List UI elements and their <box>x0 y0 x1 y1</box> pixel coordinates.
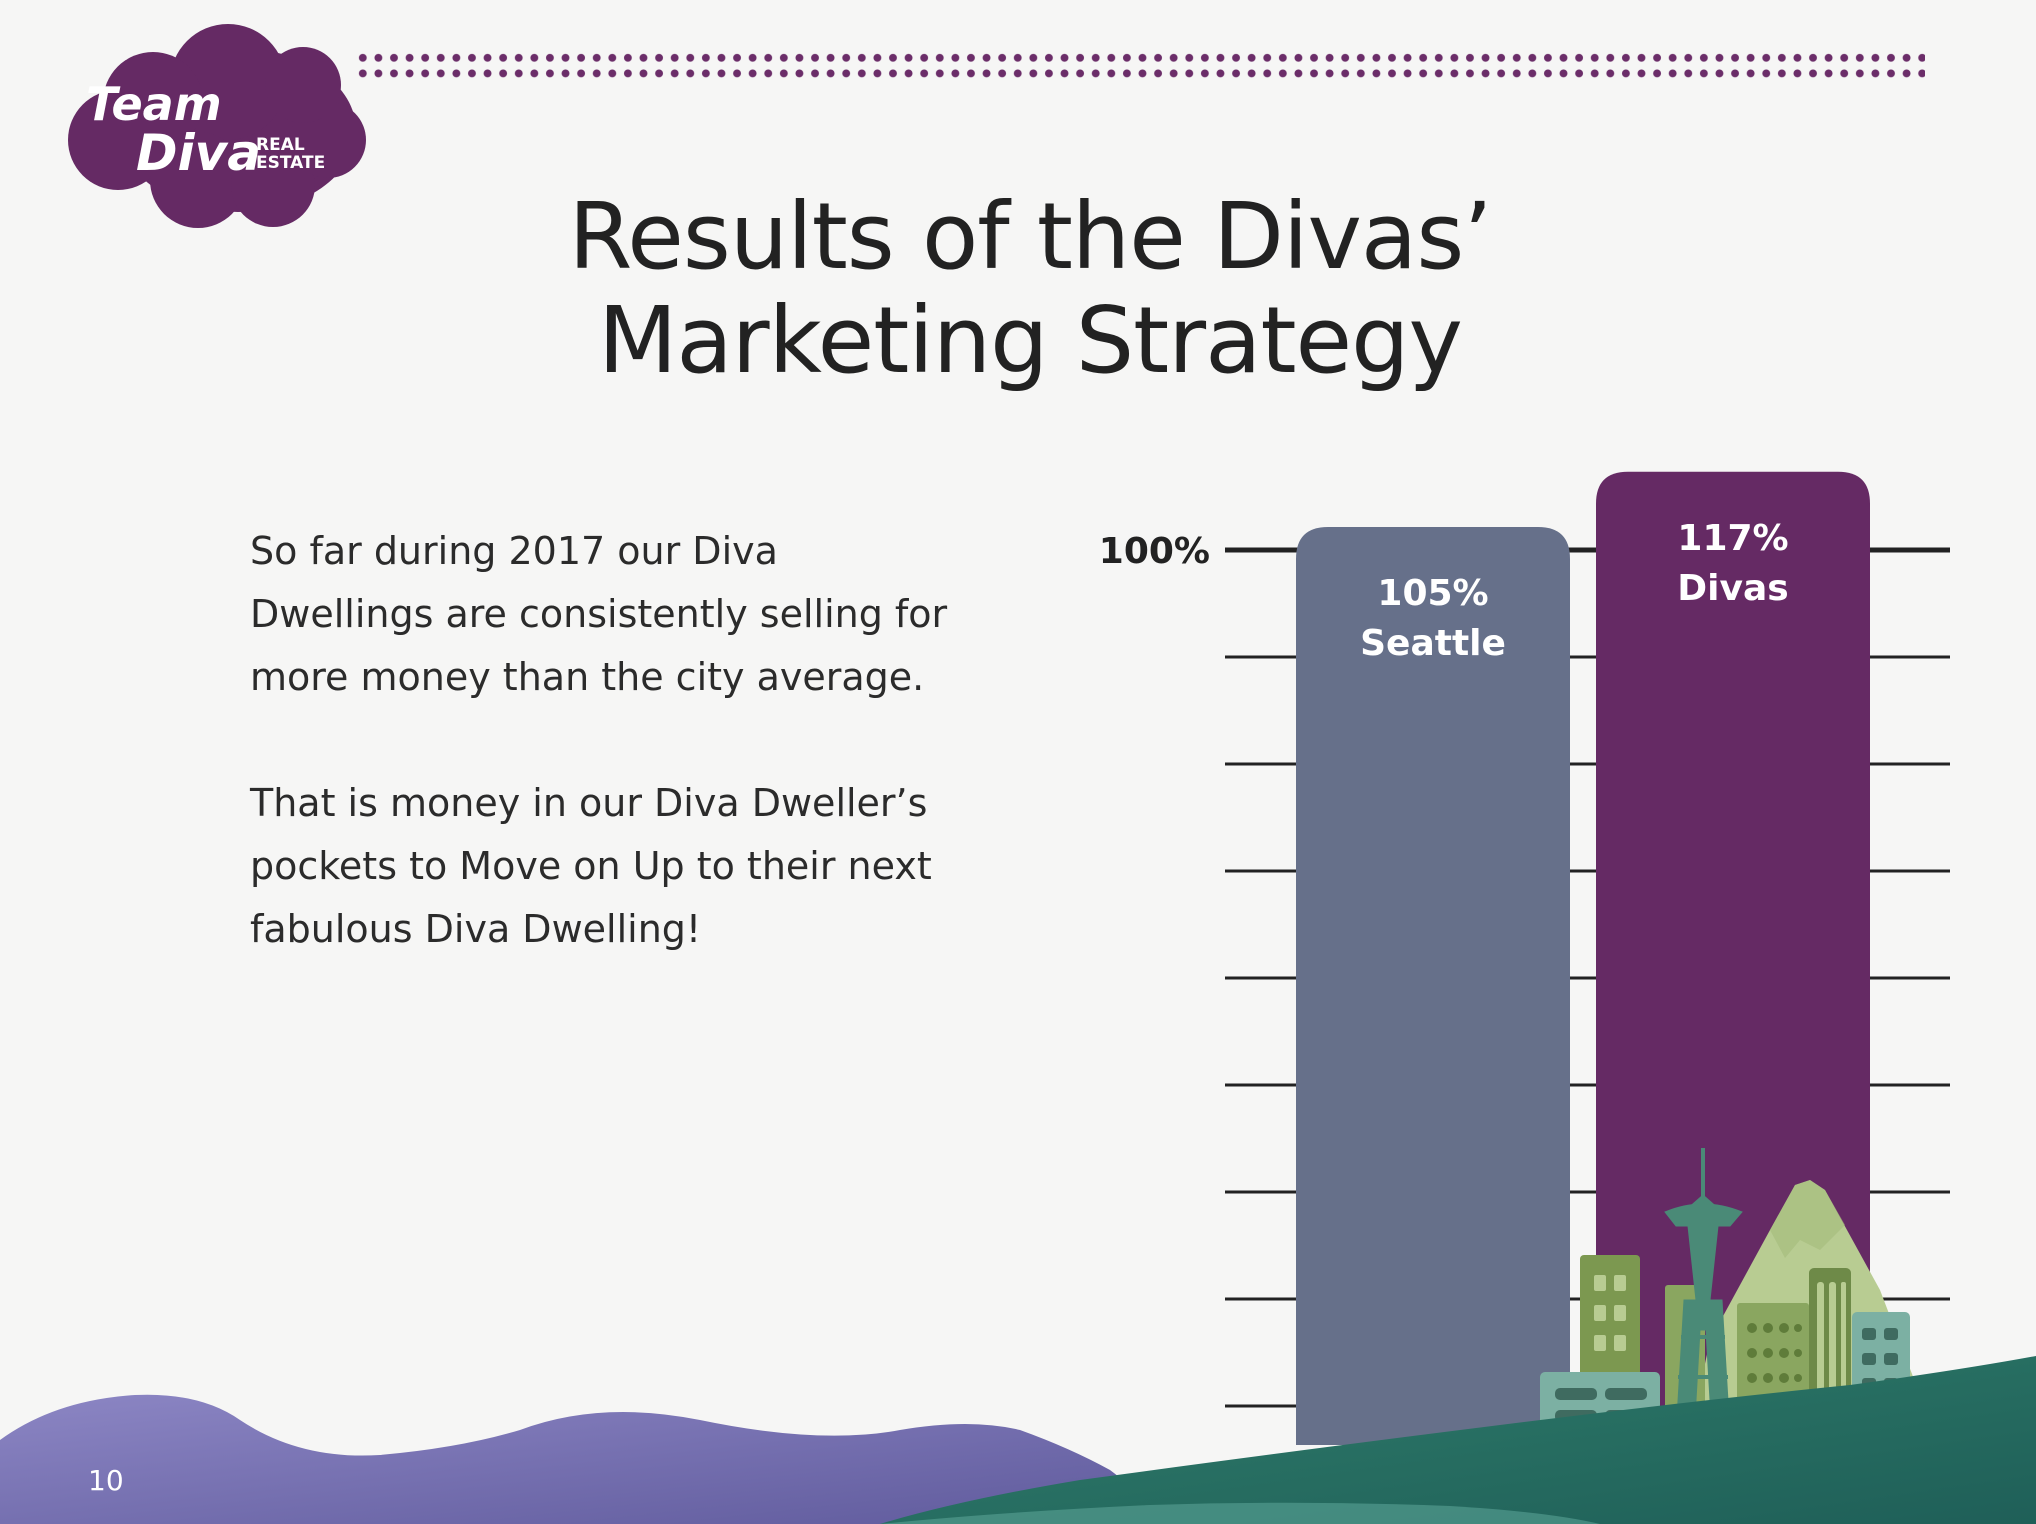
lavender-hill <box>0 1394 1160 1524</box>
logo-diva-text: Diva <box>136 124 261 182</box>
title-line-2: Marketing Strategy <box>598 287 1463 394</box>
bar-value-label: 105% <box>1377 573 1488 614</box>
logo-cloud: Team Diva REAL ESTATE <box>68 24 366 228</box>
team-diva-logo: Team Diva REAL ESTATE <box>48 20 368 235</box>
logo-real-text: REAL <box>256 135 305 155</box>
teal-hill <box>880 1356 2036 1524</box>
logo-estate-text: ESTATE <box>256 153 325 173</box>
bar-seattle <box>1296 527 1570 1445</box>
bar-category-label: Divas <box>1677 568 1788 609</box>
dotted-rule <box>355 50 1925 80</box>
teal-hill-highlight <box>880 1502 1600 1524</box>
bar-category-label: Seattle <box>1360 623 1506 664</box>
title-line-1: Results of the Divas’ <box>568 183 1493 290</box>
reference-100-label: 100% <box>1099 531 1210 572</box>
body-text: So far during 2017 our Diva Dwellings ar… <box>250 520 970 1024</box>
logo-team-text: Team <box>86 77 222 131</box>
body-paragraph-1: So far during 2017 our Diva Dwellings ar… <box>250 529 948 699</box>
page-title: Results of the Divas’ Marketing Strategy <box>540 185 1520 393</box>
body-paragraph-2: That is money in our Diva Dweller’s pock… <box>250 781 932 951</box>
page-number: 10 <box>88 1464 124 1497</box>
bar-value-label: 117% <box>1677 518 1788 559</box>
